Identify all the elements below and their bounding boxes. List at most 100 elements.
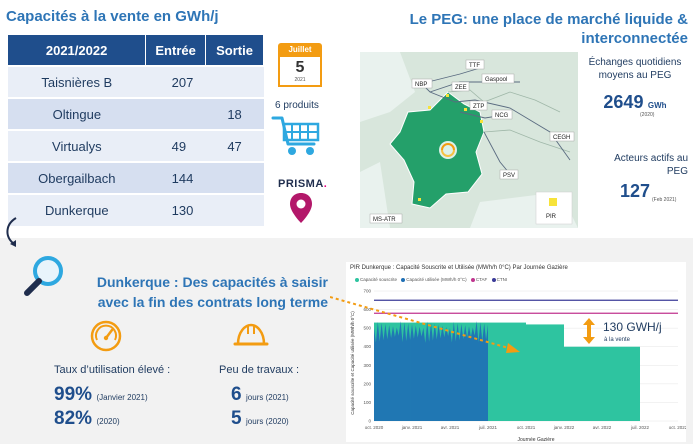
chart-xtick-label: oct. 2020 [365, 425, 384, 430]
chart-xtick-label: oct. 2022 [669, 425, 686, 430]
utilisation-stat-2021: 99% (Janvier 2021) [54, 384, 148, 406]
table-row: Taisnières B 207 [8, 65, 264, 98]
utilisation-value-2021: 99% [54, 384, 93, 405]
calendar-day: 5 [295, 59, 305, 76]
legend-dot-ctaf [470, 277, 475, 282]
legend-used: Capacité utilisée (MWh/h 0°C) [406, 277, 467, 282]
chart-ytick-label: 500 [363, 326, 371, 331]
location-pin-icon [290, 193, 312, 223]
map-label-nbp: NBP [415, 82, 427, 88]
gauge-icon [90, 320, 122, 352]
double-arrow-icon [583, 318, 595, 344]
row-entree: 207 [145, 65, 206, 98]
peg-title: Le PEG: une place de marché liquide & in… [409, 11, 688, 47]
actors-date: (Feb 2021) [652, 197, 677, 203]
chart-title: PIR Dunkerque : Capacité Souscrite et Ut… [350, 265, 568, 271]
calendar-icon: Juillet 5 2021 [278, 43, 322, 87]
dunkerque-title-line2: avec la fin des contrats long terme [97, 294, 328, 310]
capacity-for-sale-value: 130 GWH/j [603, 320, 662, 334]
chart-ytick-label: 700 [363, 289, 371, 294]
map-label-ms-atr: MS-ATR [373, 217, 396, 223]
capacity-chart: 0 100 200 300 400 500 600 700 oct. 2020 janv. 20… [350, 289, 686, 444]
chart-xtick-label: juil. 2021 [478, 425, 498, 430]
prisma-text: PRISMA [278, 178, 324, 190]
curved-arrow-icon [6, 217, 17, 247]
table-header-row: 2021/2022 Entrée Sortie [8, 35, 264, 66]
chart-subscribed-area [526, 324, 564, 421]
exchanges-value: 2649 [603, 92, 644, 112]
chart-ytick-label: 600 [363, 307, 371, 312]
europe-gas-map: TTF NBP ZEE Gaspool ZTP NCG CEGH PSV MS-… [360, 52, 578, 228]
chart-legend: Capacité souscrite Capacité utilisée (MW… [352, 277, 507, 282]
chart-xtick-label: avr. 2021 [441, 425, 460, 430]
utilisation-label: Taux d’utilisation élevé : [54, 364, 171, 376]
map-label-ncg: NCG [495, 113, 509, 119]
chart-xtick-label: janv. 2021 [401, 425, 423, 430]
chart-xtick-label: juil. 2022 [630, 425, 650, 430]
row-sortie: 47 [205, 129, 264, 162]
works-note-2020: jours (2020) [246, 417, 289, 426]
pir-marker-icon [549, 198, 557, 206]
legend-ctaf: CTAF [475, 277, 488, 282]
table-row: Virtualys 49 47 [8, 129, 264, 162]
chart-ytick-label: 400 [363, 344, 371, 349]
hard-hat-icon [233, 323, 269, 346]
chart-used-area [374, 321, 488, 421]
dunkerque-title-line1: Dunkerque : Des capacités à saisir [96, 274, 328, 290]
row-entree [145, 97, 206, 130]
header-sortie: Sortie [205, 35, 264, 66]
map-label-cegh: CEGH [553, 135, 570, 141]
calendar-month: Juillet [278, 43, 322, 57]
chart-ytick-label: 0 [368, 419, 371, 424]
chart-xtick-label: avr. 2022 [593, 425, 612, 430]
table-row: Obergailbach 144 [8, 161, 264, 194]
row-sortie [205, 161, 264, 194]
chart-ytick-label: 300 [363, 363, 371, 368]
prisma-dot: . [323, 178, 328, 190]
row-name: Dunkerque [8, 193, 146, 226]
row-name: Obergailbach [8, 161, 146, 194]
calendar-year: 2021 [294, 77, 306, 83]
row-name: Taisnières B [8, 65, 146, 98]
legend-subscribed: Capacité souscrite [360, 277, 398, 282]
row-sortie: 18 [205, 97, 264, 130]
exchanges-unit: GWh [647, 101, 667, 110]
chart-xtick-label: janv. 2022 [553, 425, 575, 430]
exchanges-year: (2020) [640, 112, 655, 118]
products-label: 6 produits [275, 100, 319, 111]
exchanges-label: Échanges quotidiens moyens au PEG [588, 57, 682, 81]
map-label-gaspool: Gaspool [485, 77, 507, 83]
map-label-pir: PIR [546, 214, 557, 220]
header-year: 2021/2022 [8, 35, 147, 66]
legend-dot-used [401, 277, 406, 282]
works-stat-2020: 5 jours (2020) [231, 408, 289, 430]
chart-xlabel: Journée Gazière [518, 437, 555, 443]
legend-dot-subscribed [355, 277, 359, 282]
row-sortie [205, 193, 264, 226]
header-entree: Entrée [145, 35, 207, 66]
utilisation-value-2020: 82% [54, 408, 93, 429]
map-label-ztp: ZTP [473, 104, 484, 110]
works-label: Peu de travaux : [219, 364, 300, 376]
legend-dot-ctni [491, 277, 496, 282]
utilisation-note-2021: (Janvier 2021) [96, 393, 148, 402]
map-label-psv: PSV [503, 173, 515, 179]
row-sortie [205, 65, 264, 98]
capacities-table: 2021/2022 Entrée Sortie Taisnières B 207… [8, 35, 264, 226]
works-note-2021: jours (2021) [246, 393, 289, 402]
connector-dotted-line [330, 296, 520, 353]
capacity-for-sale-sub: à la vente [604, 337, 631, 343]
exchanges-value-block: 2649 GWh [582, 92, 688, 113]
table-row: Oltingue 18 [8, 97, 264, 130]
shopping-cart-icon [271, 116, 320, 155]
works-value-2020: 5 [231, 408, 242, 429]
utilisation-note-2020: (2020) [96, 417, 120, 426]
works-stat-2021: 6 jours (2021) [231, 384, 289, 406]
capacities-title: Capacités à la vente en GWh/j [6, 8, 219, 25]
magnifier-icon [24, 256, 63, 296]
actors-label: Acteurs actifs au PEG [614, 153, 688, 177]
chart-ylabel: Capacité souscrite et Capacité utilisée … [350, 311, 355, 415]
row-entree: 144 [145, 161, 206, 194]
row-name: Virtualys [8, 129, 146, 162]
map-label-zee: ZEE [455, 85, 467, 91]
